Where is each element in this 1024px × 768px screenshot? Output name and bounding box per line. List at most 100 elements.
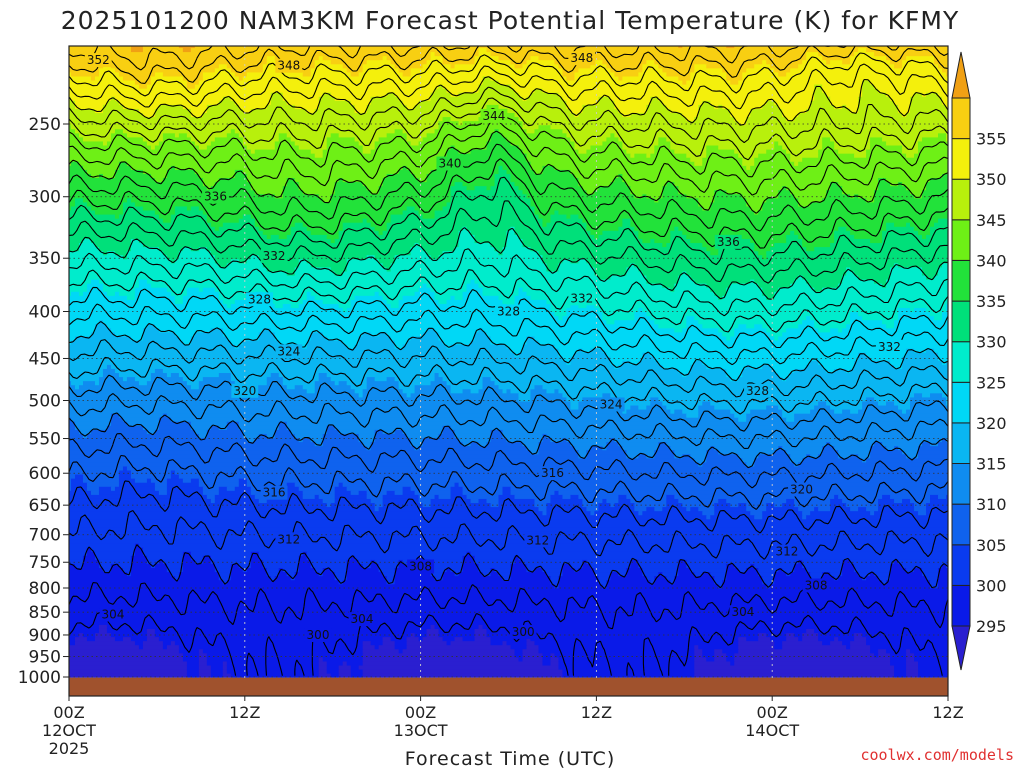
color-band-cell — [334, 576, 348, 581]
color-band-cell — [250, 555, 260, 561]
color-band-cell — [702, 100, 711, 106]
color-band-cell — [142, 645, 164, 650]
color-band-cell — [746, 462, 755, 468]
color-band-cell — [834, 576, 839, 581]
isentrope-label-bg — [304, 628, 332, 642]
color-band-cell — [330, 673, 340, 679]
color-band-cell — [866, 507, 879, 512]
color-band-cell — [866, 637, 948, 642]
color-band-cell — [438, 332, 476, 338]
color-band-cell — [862, 80, 871, 86]
color-band-cell — [198, 653, 208, 658]
color-band-cell — [394, 129, 404, 134]
color-band-cell — [154, 145, 200, 151]
color-band-cell — [734, 661, 891, 667]
color-band-cell — [478, 568, 492, 573]
color-band-cell — [322, 299, 352, 305]
color-band-cell — [250, 108, 308, 114]
color-band-cell — [350, 303, 392, 309]
color-band-cell — [810, 283, 839, 289]
color-band-cell — [730, 80, 739, 86]
color-band-cell — [842, 279, 875, 285]
color-band-cell — [470, 149, 524, 155]
color-band-cell — [498, 165, 504, 171]
color-band-cell — [69, 474, 76, 480]
color-band-cell — [710, 401, 819, 407]
color-band-cell — [822, 88, 863, 94]
color-band-cell — [326, 665, 340, 671]
isentrope-label-bg — [246, 292, 273, 307]
color-band-cell — [578, 568, 595, 573]
color-band-cell — [69, 364, 108, 370]
color-band-cell — [706, 153, 739, 159]
color-band-cell — [574, 76, 619, 82]
color-band-cell — [394, 259, 544, 264]
color-band-cell — [434, 129, 496, 134]
color-band-cell — [766, 255, 948, 260]
color-band-cell — [178, 572, 220, 577]
color-band-cell — [394, 490, 404, 496]
color-band-cell — [69, 551, 88, 557]
color-band-cell — [894, 263, 899, 268]
color-band-cell — [782, 568, 795, 573]
color-band-cell — [69, 584, 556, 589]
color-band-cell — [206, 653, 364, 658]
color-band-cell — [698, 202, 711, 208]
color-band-cell — [918, 149, 948, 155]
color-band-cell — [186, 287, 200, 293]
color-band-cell — [490, 186, 520, 191]
color-band-cell — [686, 413, 699, 419]
color-band-cell — [294, 222, 304, 228]
color-band-cell — [538, 340, 948, 346]
color-band-cell — [790, 458, 803, 463]
color-band-cell — [69, 137, 84, 143]
color-band-cell — [414, 291, 436, 297]
color-band-cell — [318, 657, 324, 663]
color-band-cell — [638, 360, 659, 366]
color-band-cell — [922, 572, 939, 577]
color-band-cell — [490, 433, 504, 439]
color-band-cell — [290, 230, 312, 236]
colorbar-label: 335 — [976, 292, 1007, 311]
color-band-cell — [98, 377, 124, 382]
color-band-cell — [738, 324, 747, 329]
color-band-cell — [98, 173, 104, 179]
color-band-cell — [662, 243, 667, 248]
color-band-cell — [110, 328, 144, 333]
color-band-cell — [69, 259, 172, 264]
color-band-cell — [74, 641, 136, 646]
color-band-cell — [502, 486, 512, 492]
color-band-cell — [69, 515, 707, 520]
color-band-cell — [86, 637, 96, 642]
color-band-cell — [774, 100, 811, 106]
color-band-cell — [814, 320, 851, 325]
color-band-cell — [878, 503, 915, 508]
color-band-cell — [69, 332, 92, 338]
color-band-cell — [418, 637, 424, 642]
color-band-cell — [118, 470, 132, 476]
color-band-cell — [142, 551, 184, 557]
color-band-cell — [198, 287, 204, 293]
color-band-cell — [902, 360, 943, 366]
isentrope-352 — [69, 63, 948, 110]
color-band-cell — [394, 641, 408, 646]
color-band-cell — [922, 271, 939, 277]
color-band-cell — [526, 157, 691, 163]
color-band-cell — [658, 360, 695, 366]
isentrope-label: 304 — [102, 608, 125, 622]
color-band-cell — [402, 389, 416, 394]
color-band-cell — [818, 633, 855, 638]
color-band-cell — [69, 84, 140, 90]
color-band-cell — [182, 104, 208, 110]
color-band-cell — [642, 238, 651, 244]
color-band-cell — [638, 72, 667, 78]
color-band-cell — [626, 568, 643, 573]
color-band-cell — [614, 104, 647, 110]
color-band-cell — [106, 425, 144, 431]
color-band-cell — [838, 494, 883, 500]
color-band-cell — [69, 141, 104, 147]
color-band-cell — [690, 275, 799, 281]
color-band-cell — [202, 649, 364, 654]
color-band-cell — [678, 279, 695, 285]
color-band-cell — [294, 267, 332, 273]
